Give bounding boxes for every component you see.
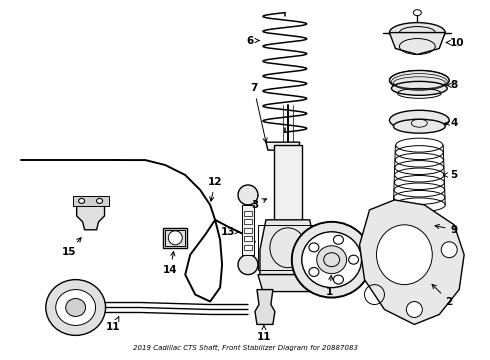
Ellipse shape	[390, 23, 445, 42]
Bar	[165, 230, 185, 246]
Ellipse shape	[392, 81, 447, 95]
Bar	[274, 145, 302, 220]
Bar	[244, 245, 252, 250]
Text: 12: 12	[208, 177, 222, 201]
Ellipse shape	[317, 246, 346, 274]
Text: 7: 7	[250, 84, 267, 142]
Text: 9: 9	[435, 225, 458, 235]
Text: 6: 6	[246, 36, 259, 46]
Polygon shape	[255, 289, 275, 324]
Text: 15: 15	[61, 238, 81, 257]
Ellipse shape	[334, 275, 343, 284]
Polygon shape	[260, 220, 316, 275]
Ellipse shape	[302, 232, 362, 288]
Polygon shape	[76, 202, 104, 230]
Bar	[244, 228, 252, 233]
Ellipse shape	[334, 235, 343, 244]
Text: 2: 2	[432, 284, 453, 306]
Ellipse shape	[168, 231, 182, 245]
Text: 8: 8	[447, 80, 458, 90]
Ellipse shape	[376, 225, 432, 285]
Ellipse shape	[348, 255, 359, 264]
Bar	[163, 228, 187, 248]
Ellipse shape	[238, 255, 258, 275]
Bar	[258, 225, 318, 270]
Ellipse shape	[78, 198, 85, 203]
Ellipse shape	[406, 302, 422, 318]
Ellipse shape	[309, 267, 319, 276]
Bar	[73, 196, 108, 206]
Ellipse shape	[390, 110, 449, 130]
Bar	[244, 236, 252, 241]
Ellipse shape	[292, 222, 371, 298]
Bar	[244, 219, 252, 224]
Text: 11: 11	[257, 325, 271, 342]
Ellipse shape	[309, 243, 319, 252]
Text: 3: 3	[251, 199, 267, 210]
Polygon shape	[407, 212, 431, 232]
Ellipse shape	[66, 298, 86, 316]
Text: 5: 5	[443, 170, 458, 180]
Ellipse shape	[97, 198, 102, 203]
Ellipse shape	[393, 119, 445, 133]
Polygon shape	[390, 32, 445, 54]
Polygon shape	[258, 275, 318, 292]
Text: 14: 14	[163, 252, 177, 275]
Text: 11: 11	[106, 317, 121, 332]
Polygon shape	[266, 142, 300, 150]
Text: 10: 10	[446, 37, 465, 48]
Ellipse shape	[238, 185, 258, 205]
Text: 1: 1	[326, 275, 333, 297]
Polygon shape	[360, 200, 464, 324]
Text: 4: 4	[445, 118, 458, 128]
Ellipse shape	[441, 242, 457, 258]
Ellipse shape	[414, 10, 421, 15]
Bar	[244, 211, 252, 216]
Bar	[242, 205, 254, 255]
Ellipse shape	[46, 280, 105, 336]
Text: 13: 13	[221, 227, 239, 237]
Ellipse shape	[56, 289, 96, 325]
Ellipse shape	[390, 71, 449, 90]
Text: 2019 Cadillac CTS Shaft, Front Stabilizer Diagram for 20887083: 2019 Cadillac CTS Shaft, Front Stabilize…	[132, 345, 358, 351]
